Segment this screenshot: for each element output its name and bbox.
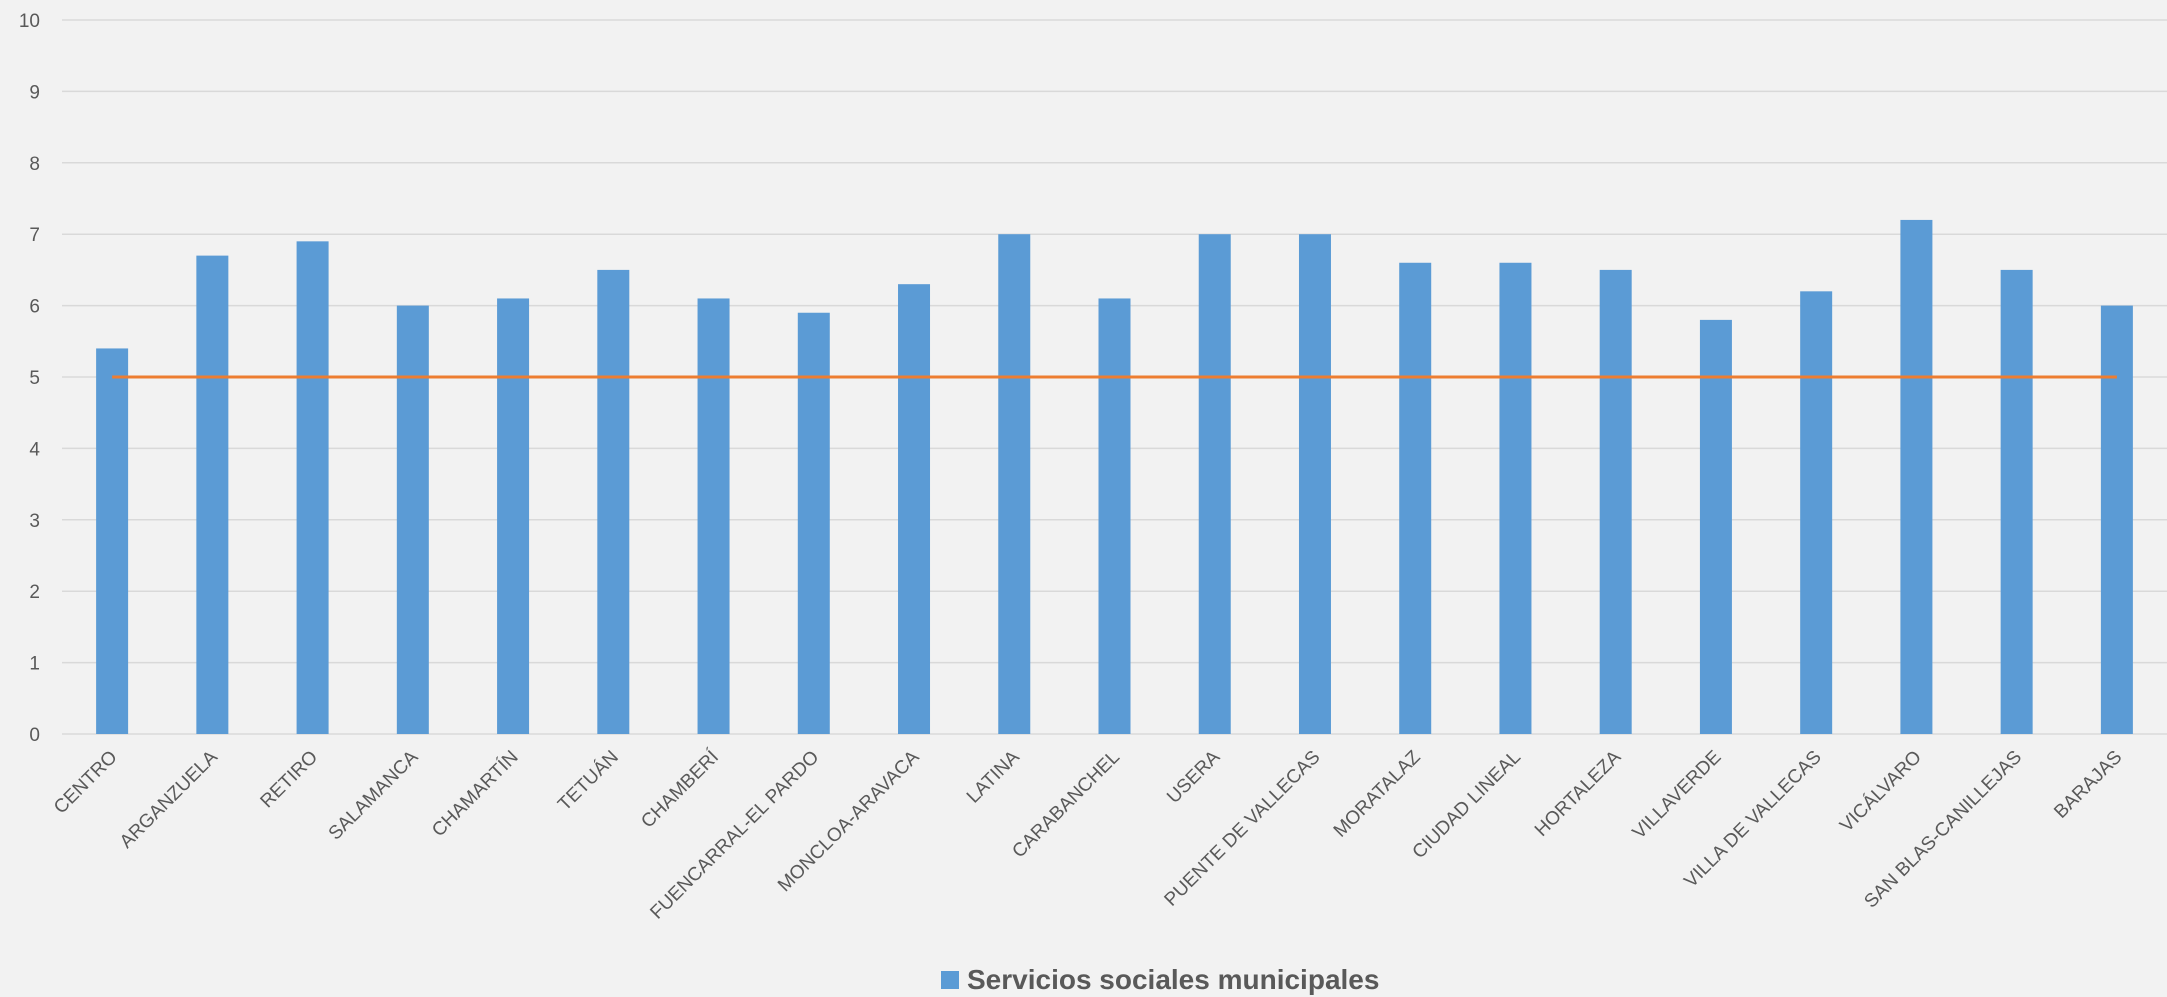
x-tick-label: TETUÁN xyxy=(554,747,623,816)
x-tick-label: VILLAVERDE xyxy=(1629,747,1726,844)
bar xyxy=(1499,262,1532,734)
legend-label: Servicios sociales municipales xyxy=(967,964,1379,995)
y-axis-ticks: 0 1 2 3 4 5 6 7 8 9 10 xyxy=(19,11,41,746)
bar xyxy=(1599,269,1632,734)
x-tick-label: SALAMANCA xyxy=(325,746,423,844)
y-tick-label: 1 xyxy=(29,654,40,675)
bar xyxy=(998,234,1031,734)
bars xyxy=(96,219,2133,735)
y-tick-label: 8 xyxy=(29,154,40,175)
x-tick-label: CHAMBERÍ xyxy=(637,746,723,832)
bar xyxy=(497,298,530,734)
y-tick-label: 3 xyxy=(29,511,40,532)
x-tick-label: BARAJAS xyxy=(2050,747,2126,823)
x-tick-label: ARGANZUELA xyxy=(116,746,222,852)
bar xyxy=(296,241,329,734)
bar xyxy=(1399,262,1432,734)
y-tick-label: 4 xyxy=(29,439,40,460)
x-tick-label: HORTALEZA xyxy=(1531,746,1625,840)
y-tick-label: 6 xyxy=(29,297,40,318)
x-tick-label: CIUDAD LINEAL xyxy=(1409,747,1525,863)
x-tick-label: FUENCARRAL-EL PARDO xyxy=(646,747,823,924)
bar xyxy=(2000,269,2033,734)
x-tick-label: VICÁLVARO xyxy=(1836,747,1926,837)
bar xyxy=(1900,219,1933,735)
y-tick-label: 9 xyxy=(29,82,40,103)
bar xyxy=(1298,234,1331,734)
bar xyxy=(1800,291,1833,734)
y-tick-label: 0 xyxy=(29,725,40,746)
bar xyxy=(396,305,429,734)
legend: Servicios sociales municipales xyxy=(941,964,1379,995)
bar xyxy=(196,255,229,734)
x-tick-label: MORATALAZ xyxy=(1330,746,1425,841)
y-tick-label: 7 xyxy=(29,225,40,246)
x-tick-label: LATINA xyxy=(963,746,1024,807)
x-tick-label: CHAMARTÍN xyxy=(428,747,522,841)
bar xyxy=(597,269,630,734)
bar xyxy=(1699,319,1732,734)
bar xyxy=(797,312,830,734)
x-tick-label: CARABANCHEL xyxy=(1008,747,1124,863)
bar xyxy=(1198,234,1231,734)
bar xyxy=(697,298,730,734)
x-tick-label: CENTRO xyxy=(50,747,122,819)
y-tick-label: 10 xyxy=(19,11,40,32)
y-tick-label: 2 xyxy=(29,582,40,603)
legend-swatch xyxy=(941,971,959,989)
bar xyxy=(1098,298,1131,734)
bar xyxy=(2100,305,2133,734)
bar xyxy=(898,284,931,734)
x-tick-label: USERA xyxy=(1163,746,1224,807)
y-tick-label: 5 xyxy=(29,368,40,389)
bar xyxy=(96,348,129,734)
x-tick-label: RETIRO xyxy=(257,747,323,813)
